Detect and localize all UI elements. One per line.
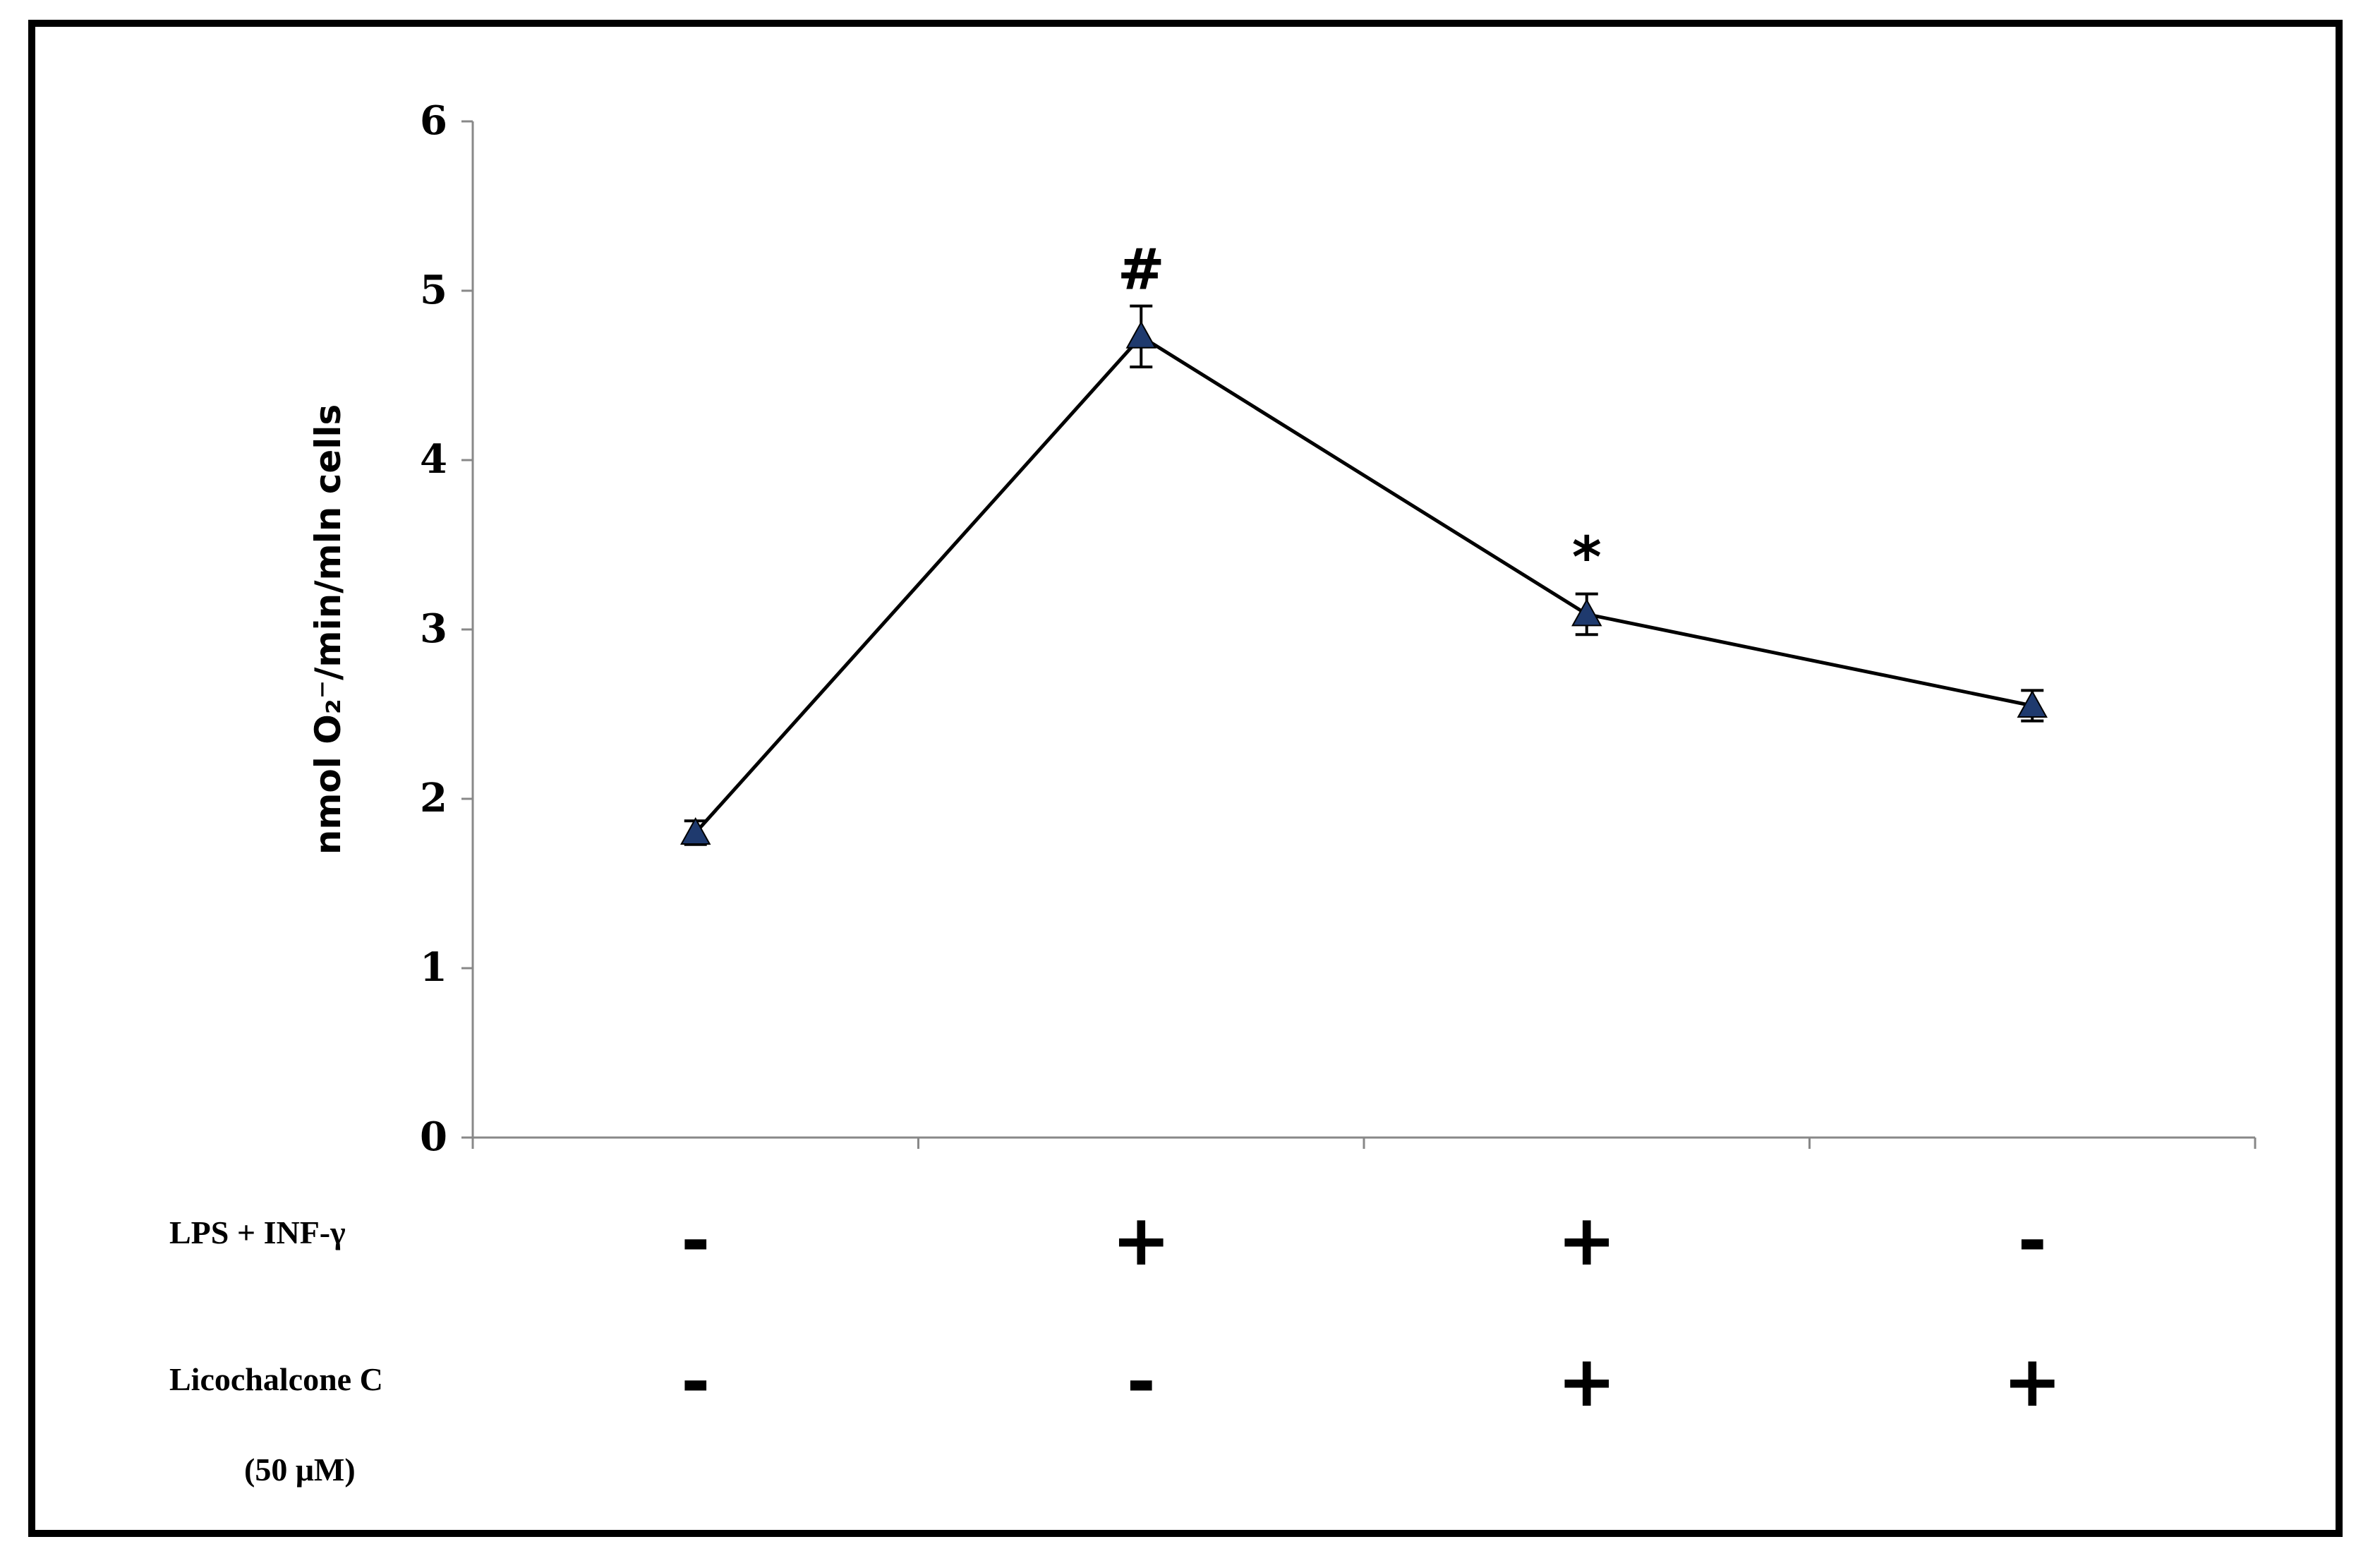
data-point: [1571, 598, 1602, 627]
y-tick-label: 4: [420, 436, 447, 483]
figure-frame: [28, 20, 2343, 1537]
treatment-sign: +: [1111, 1199, 1171, 1281]
data-point: [1125, 320, 1156, 349]
series-line: [694, 334, 2033, 834]
treatment-sign: +: [2002, 1340, 2062, 1423]
row-label-licochalcone: Licochalcone C: [169, 1361, 383, 1397]
y-tick-label: 0: [420, 1114, 447, 1160]
x-axis: [471, 1136, 2257, 1149]
treatment-table: LPS + INF-γ Licochalcone C (50 μM) - + + - -…: [169, 1199, 2062, 1488]
y-axis-label: nmol O₂⁻/min/mln cells: [308, 404, 349, 855]
y-axis: 0 1 2 3 4 5 6: [420, 97, 474, 1160]
y-tick-label: 1: [420, 944, 447, 991]
series-layer: [680, 304, 2048, 846]
row-sublabel-concentration: (50 μM): [244, 1452, 356, 1488]
treatment-sign: -: [681, 1199, 711, 1281]
treatment-sign: -: [1126, 1340, 1156, 1423]
annotation-layer: #*: [1118, 237, 1602, 591]
row-label-lps: LPS + INF-γ: [169, 1214, 346, 1250]
y-tick-label: 3: [420, 605, 447, 652]
treatment-sign: +: [1557, 1340, 1617, 1423]
y-tick-label: 2: [420, 775, 447, 821]
treatment-sign: +: [1557, 1199, 1617, 1281]
significance-marker: *: [1572, 525, 1602, 591]
data-point: [2017, 689, 2048, 718]
treatment-sign: -: [681, 1340, 711, 1423]
y-tick-label: 5: [420, 267, 447, 313]
significance-marker: #: [1118, 237, 1165, 303]
data-point: [680, 816, 711, 845]
y-tick-label: 6: [420, 97, 447, 144]
treatment-sign: -: [2017, 1199, 2047, 1281]
